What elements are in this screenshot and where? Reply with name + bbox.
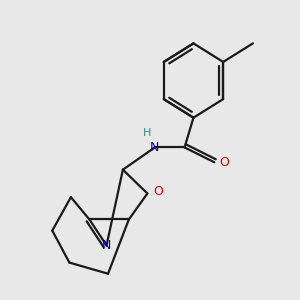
Text: N: N — [150, 141, 160, 154]
Text: O: O — [153, 185, 163, 198]
Text: N: N — [102, 239, 111, 252]
Text: O: O — [219, 156, 229, 169]
Text: H: H — [143, 128, 152, 137]
